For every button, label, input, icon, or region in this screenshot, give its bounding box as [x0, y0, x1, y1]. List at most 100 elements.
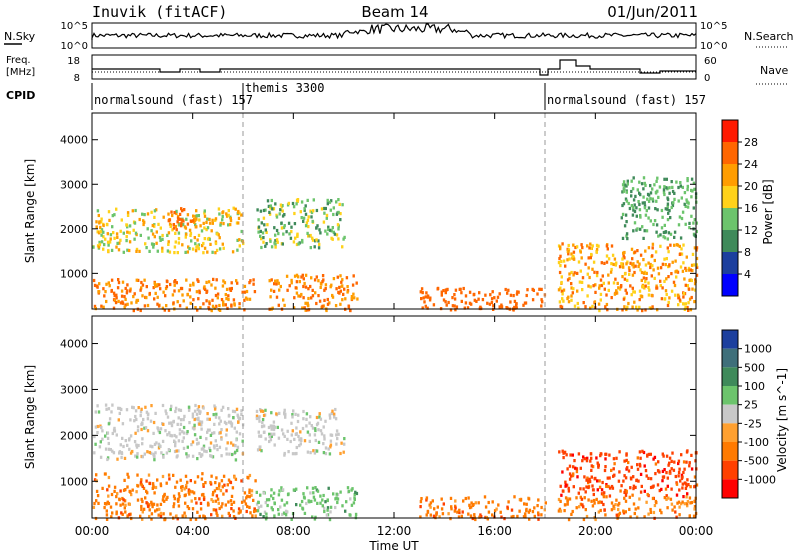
data-cell	[177, 231, 181, 235]
data-cell	[510, 508, 514, 512]
data-cell	[692, 514, 696, 518]
power-colorbar-label: Power [dB]	[761, 179, 775, 244]
data-cell	[275, 238, 279, 242]
data-cell	[185, 455, 189, 459]
data-cell	[295, 451, 298, 456]
data-cell	[679, 236, 683, 240]
data-cell	[602, 502, 605, 507]
data-cell	[684, 266, 687, 270]
data-cell	[304, 224, 308, 228]
data-cell	[198, 514, 201, 518]
data-cell	[184, 235, 187, 239]
data-cell	[631, 257, 634, 261]
beam-title: Beam 14	[361, 3, 428, 21]
data-cell	[470, 501, 473, 505]
data-cell	[218, 445, 222, 449]
data-cell	[332, 212, 335, 217]
data-cell	[589, 452, 593, 456]
data-cell	[202, 446, 205, 450]
data-cell	[478, 291, 481, 295]
data-cell	[429, 501, 433, 505]
data-cell	[227, 511, 230, 515]
data-cell	[186, 213, 190, 217]
data-cell	[132, 228, 135, 232]
data-cell	[105, 517, 109, 521]
data-cell	[693, 246, 697, 250]
data-cell	[179, 408, 183, 412]
data-cell	[598, 485, 602, 489]
data-cell	[230, 286, 233, 291]
data-cell	[324, 446, 328, 450]
data-cell	[177, 504, 181, 508]
data-cell	[210, 513, 213, 517]
data-cell	[639, 193, 642, 197]
data-cell	[169, 282, 172, 287]
data-cell	[632, 502, 636, 506]
data-cell	[178, 432, 182, 436]
data-cell	[121, 502, 125, 506]
data-cell	[334, 417, 338, 421]
data-cell	[608, 453, 611, 457]
data-cell	[325, 213, 329, 217]
data-cell	[632, 176, 635, 180]
data-cell	[200, 420, 204, 424]
cpid-segment-label: normalsound (fast) 157	[547, 93, 706, 107]
data-cell	[148, 249, 151, 253]
data-cell	[215, 278, 218, 282]
data-cell	[323, 288, 326, 292]
data-cell	[188, 288, 191, 292]
data-cell	[349, 309, 352, 313]
data-cell	[639, 456, 642, 460]
data-cell	[629, 284, 632, 288]
data-cell	[216, 497, 220, 501]
data-cell	[125, 291, 129, 295]
data-cell	[464, 496, 467, 501]
data-cell	[123, 305, 126, 309]
data-cell	[168, 431, 171, 435]
data-cell	[610, 244, 614, 248]
data-cell	[684, 283, 687, 287]
data-cell	[683, 302, 686, 306]
data-cell	[599, 292, 603, 296]
x-tick-label: 08:00	[276, 524, 311, 538]
data-cell	[629, 476, 633, 480]
data-cell	[472, 502, 475, 507]
data-cell	[177, 439, 181, 443]
data-cell	[130, 301, 133, 305]
data-cell	[317, 246, 321, 250]
data-cell	[173, 211, 176, 215]
data-cell	[473, 292, 476, 296]
data-cell	[536, 504, 539, 508]
data-cell	[230, 507, 233, 511]
data-cell	[92, 278, 96, 283]
data-cell	[275, 215, 279, 219]
data-cell	[681, 269, 685, 273]
data-cell	[125, 223, 128, 227]
data-cell	[113, 236, 116, 240]
data-cell	[270, 434, 273, 438]
data-cell	[633, 290, 636, 294]
data-cell	[496, 295, 500, 299]
data-cell	[613, 292, 617, 296]
data-cell	[299, 437, 303, 441]
data-cell	[172, 420, 175, 424]
data-cell	[268, 212, 272, 216]
data-cell	[326, 498, 329, 502]
data-cell	[140, 497, 143, 501]
data-cell	[621, 308, 624, 312]
data-cell	[301, 273, 304, 277]
data-cell	[325, 216, 328, 220]
data-cell	[540, 298, 543, 302]
data-cell	[165, 285, 169, 289]
data-cell	[685, 502, 689, 506]
data-cell	[332, 277, 336, 281]
data-cell	[158, 430, 162, 435]
data-cell	[213, 306, 216, 310]
data-cell	[636, 467, 640, 471]
data-cell	[612, 467, 615, 471]
data-cell	[341, 203, 344, 207]
data-cell	[591, 267, 594, 271]
data-cell	[680, 196, 683, 200]
data-cell	[484, 515, 487, 519]
data-cell	[675, 515, 678, 519]
